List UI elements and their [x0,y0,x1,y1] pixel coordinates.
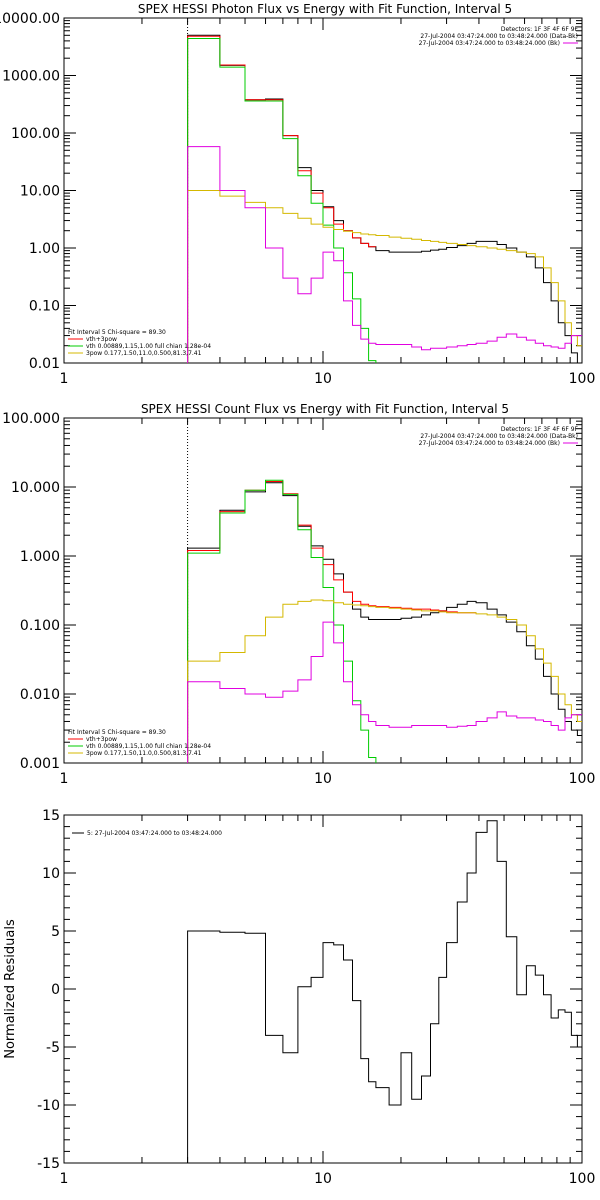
photon-legend-vth3pow: vth+3pow [86,336,117,343]
residuals-series-5-27-jul-2004-03-47-24-000-to-03-48-24-000 [187,820,582,1163]
count-y-tick-label: 0.001 [20,756,60,772]
count-x-tick-label: 10 [314,771,332,787]
residuals-x-tick-label: 10 [314,1171,332,1187]
photon-x-tick-label: 1 [60,371,69,387]
photon-series-clip [187,18,582,363]
count-panel-title: SPEX HESSI Count Flux vs Energy with Fit… [141,402,509,416]
photon-panel-title: SPEX HESSI Photon Flux vs Energy with Fi… [138,2,512,16]
photon-series-data-bk [187,34,582,363]
residuals-legend-text: 5: 27-Jul-2004 03:47:24.000 to 03:48:24.… [87,830,222,837]
count-fit-info-text: Fit Interval 5 Chi-square = 89.30 [68,729,166,736]
residuals-x-tick-label: 1 [60,1171,69,1187]
photon-series-group [187,18,582,363]
count-y-tick-label: 10.000 [11,480,60,496]
count-legend-vth3pow: vth+3pow [86,736,117,743]
count-flux-panel: SPEX HESSI Count Flux vs Energy with Fit… [2,402,595,787]
photon-y-tick-label: 10.00 [20,184,60,200]
residuals-y-tick-label: 0 [51,982,60,998]
count-interval-bk-text: 27-Jul-2004 03:47:24.000 to 03:48:24.000… [419,440,560,447]
photon-interval-databk-text: 27-Jul-2004 03:47:24.000 to 03:48:24.000… [420,33,578,40]
photon-interval-bk-text: 27-Jul-2004 03:47:24.000 to 03:48:24.000… [419,40,560,47]
residuals-y-tick-label: 15 [42,808,60,824]
photon-series-bk [187,146,582,363]
count-y-tick-label: 100.000 [2,411,60,427]
photon-series-vth [187,38,377,363]
count-legend-vth: vth 0.00889,1.15,1.00 full chian 1.28e-0… [86,743,211,750]
count-y-tick-label: 0.010 [20,687,60,703]
count-plot-frame [63,417,583,764]
residuals-series-group [187,820,582,1163]
count-x-tick-label: 100 [569,771,596,787]
photon-y-tick-label: 1.00 [29,241,60,257]
residuals-y-tick-label: -5 [46,1040,60,1056]
photon-series-3pow [187,190,582,363]
count-interval-databk-text: 27-Jul-2004 03:47:24.000 to 03:48:24.000… [420,433,578,440]
count-y-tick-label: 0.100 [20,618,60,634]
count-series-data-bk [187,482,582,763]
photon-x-tick-label: 100 [569,371,596,387]
count-series-3pow [187,599,582,763]
photon-y-tick-label: 0.01 [29,356,60,372]
count-detectors-text: Detectors: 1F 3F 4F 6F 9F [501,426,579,433]
count-legend-3pow: 3pow 0.177,1.50,11.0,0.500,81.3,7.41 [86,750,202,757]
residuals-x-tick-label: 100 [569,1171,596,1187]
residuals-panel: 1 10 100 15 10 5 0 -5 -10 -15 5: 27-Jul-2004 03:4… [3,808,595,1187]
photon-x-tick-label: 10 [314,371,332,387]
photon-y-tick-label: 0.10 [29,299,60,315]
photon-flux-panel: SPEX HESSI Photon Flux vs Energy with Fi… [0,2,595,387]
count-axis-ticks: 1 10 100 100.000 10.000 1.000 0.100 0.010 0.001 [2,411,595,787]
photon-legend-3pow: 3pow 0.177,1.50,11.0,0.500,81.3,7.41 [86,350,202,357]
count-series-vth [187,479,377,763]
residuals-y-tick-label: 5 [51,924,60,940]
count-series-clip [187,418,582,763]
residuals-y-axis-label: Normalized Residuals [3,919,18,1059]
count-series-vth-3pow [187,481,477,763]
photon-legend-vth: vth 0.00889,1.15,1.00 full chian 1.28e-0… [86,343,211,350]
residuals-series-clip [187,820,582,1163]
residuals-y-tick-label: 10 [42,866,60,882]
residuals-y-tick-label: -15 [37,1156,60,1172]
photon-series-vth-3pow [187,35,376,363]
photon-y-tick-label: 1000.00 [2,69,60,85]
photon-y-tick-label: 100.00 [11,126,60,142]
photon-detectors-text: Detectors: 1F 3F 4F 6F 9F [501,26,579,33]
residuals-axis-ticks: 1 10 100 15 10 5 0 -5 -10 -15 [37,808,595,1187]
count-y-tick-label: 1.000 [20,549,60,565]
count-series-group [187,418,582,763]
photon-fit-info-text: Fit Interval 5 Chi-square = 89.30 [68,329,166,336]
count-series-bk [187,621,582,763]
residuals-plot-frame [63,814,583,1164]
count-x-tick-label: 1 [60,771,69,787]
residuals-y-tick-label: -10 [37,1098,60,1114]
